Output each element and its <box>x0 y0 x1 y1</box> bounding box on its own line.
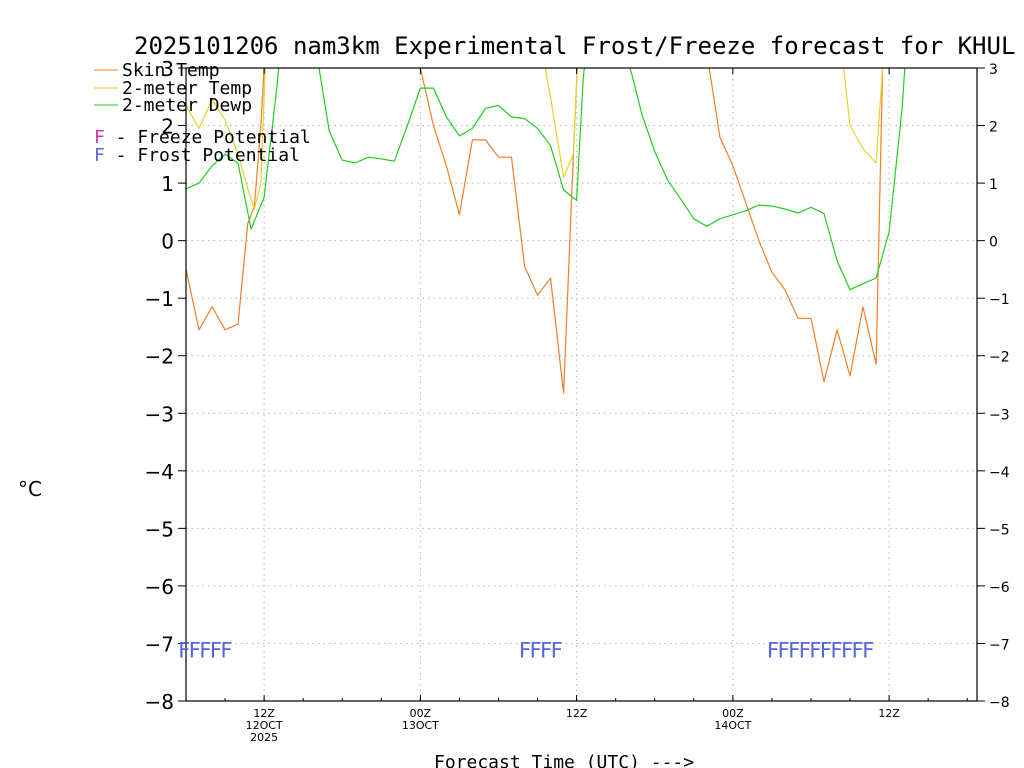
legend-frost: F - Frost Potential <box>94 145 300 166</box>
y-tick-label-left: −1 <box>145 287 174 311</box>
x-tick-label: 13OCT <box>402 719 439 732</box>
y-tick-label-left: −3 <box>145 402 174 426</box>
y-tick-label-right: −8 <box>989 695 1010 711</box>
plot-frame <box>185 67 978 702</box>
y-tick-label-right: −2 <box>989 350 1010 366</box>
legend-freeze-symbol: F <box>94 127 105 148</box>
y-tick-label-left: 2 <box>161 115 174 139</box>
y-tick-label-right: −3 <box>989 407 1010 423</box>
y-tick-label-right: 2 <box>989 120 998 136</box>
frost-flag-group: FFFFFFFFFF <box>767 638 873 662</box>
x-tick-label: 00Z <box>410 707 432 720</box>
y-tick-label-left: −4 <box>145 460 174 484</box>
y-tick-label-right: 0 <box>989 235 998 251</box>
chart-title: 2025101206 nam3km Experimental Frost/Fre… <box>134 32 1015 60</box>
y-axis-unit-label: °C <box>18 477 42 501</box>
y-tick-label-left: −8 <box>145 690 174 714</box>
y-tick-label-left: −5 <box>145 517 174 541</box>
y-tick-label-right: −1 <box>989 292 1010 308</box>
frost-flag-group: FFFFF <box>178 638 231 662</box>
y-tick-label-right: −4 <box>989 465 1010 481</box>
series-lines <box>186 68 906 394</box>
x-tick-label: 12Z <box>566 707 588 720</box>
legend-freeze: F - Freeze Potential <box>94 127 311 148</box>
y-tick-label-left: −6 <box>145 575 174 599</box>
x-tick-label: 00Z <box>722 707 744 720</box>
series-line-t2m <box>186 68 884 210</box>
x-axis-label: Forecast Time (UTC) ---> <box>434 752 694 768</box>
frost-freeze-flags: FFFFF FFFF FFFFFFFFFF <box>178 638 875 662</box>
y-tick-label-left: −7 <box>145 632 174 656</box>
frost-flag-group: FFFF <box>519 638 562 662</box>
x-tick-label: 12Z <box>878 707 900 720</box>
y-tick-label-right: −6 <box>989 580 1010 596</box>
legend-frost-label: - Frost Potential <box>105 145 300 166</box>
y-tick-label-left: 1 <box>161 172 174 196</box>
series-line-dewp <box>186 68 906 291</box>
legend-label-t2m: 2-meter Temp <box>122 78 252 99</box>
legend-frost-symbol: F <box>94 145 105 166</box>
series-group <box>186 68 906 394</box>
axes <box>178 67 985 702</box>
grid-lines <box>186 68 977 701</box>
legend-label-skin: Skin Temp <box>122 60 220 81</box>
y-tick-label-left: −2 <box>145 345 174 369</box>
legend-label-dewp: 2-meter Dewp <box>122 95 252 116</box>
series-line-skin <box>186 68 884 394</box>
y-tick-label-left: 3 <box>161 57 174 81</box>
legend-freeze-label: - Freeze Potential <box>105 127 311 148</box>
y-tick-label-right: −7 <box>989 637 1010 653</box>
y-tick-label-left: 0 <box>161 230 174 254</box>
x-tick-label: 12OCT <box>246 719 283 732</box>
y-tick-label-right: −5 <box>989 522 1010 538</box>
x-tick-label: 14OCT <box>714 719 751 732</box>
x-tick-label: 2025 <box>250 731 278 744</box>
legend: Skin Temp 2-meter Temp 2-meter Dewp F - … <box>94 60 311 166</box>
y-tick-label-right: 1 <box>989 177 998 193</box>
y-tick-label-right: 3 <box>989 62 998 78</box>
x-tick-label: 12Z <box>253 707 275 720</box>
axis-labels: −8 −8 −7 −7 −6 −6 −5 −5 −4 −4 −3 −3 −2 −2 −1 −1 0 0 1 1 2 2 3 3… <box>145 57 1010 744</box>
